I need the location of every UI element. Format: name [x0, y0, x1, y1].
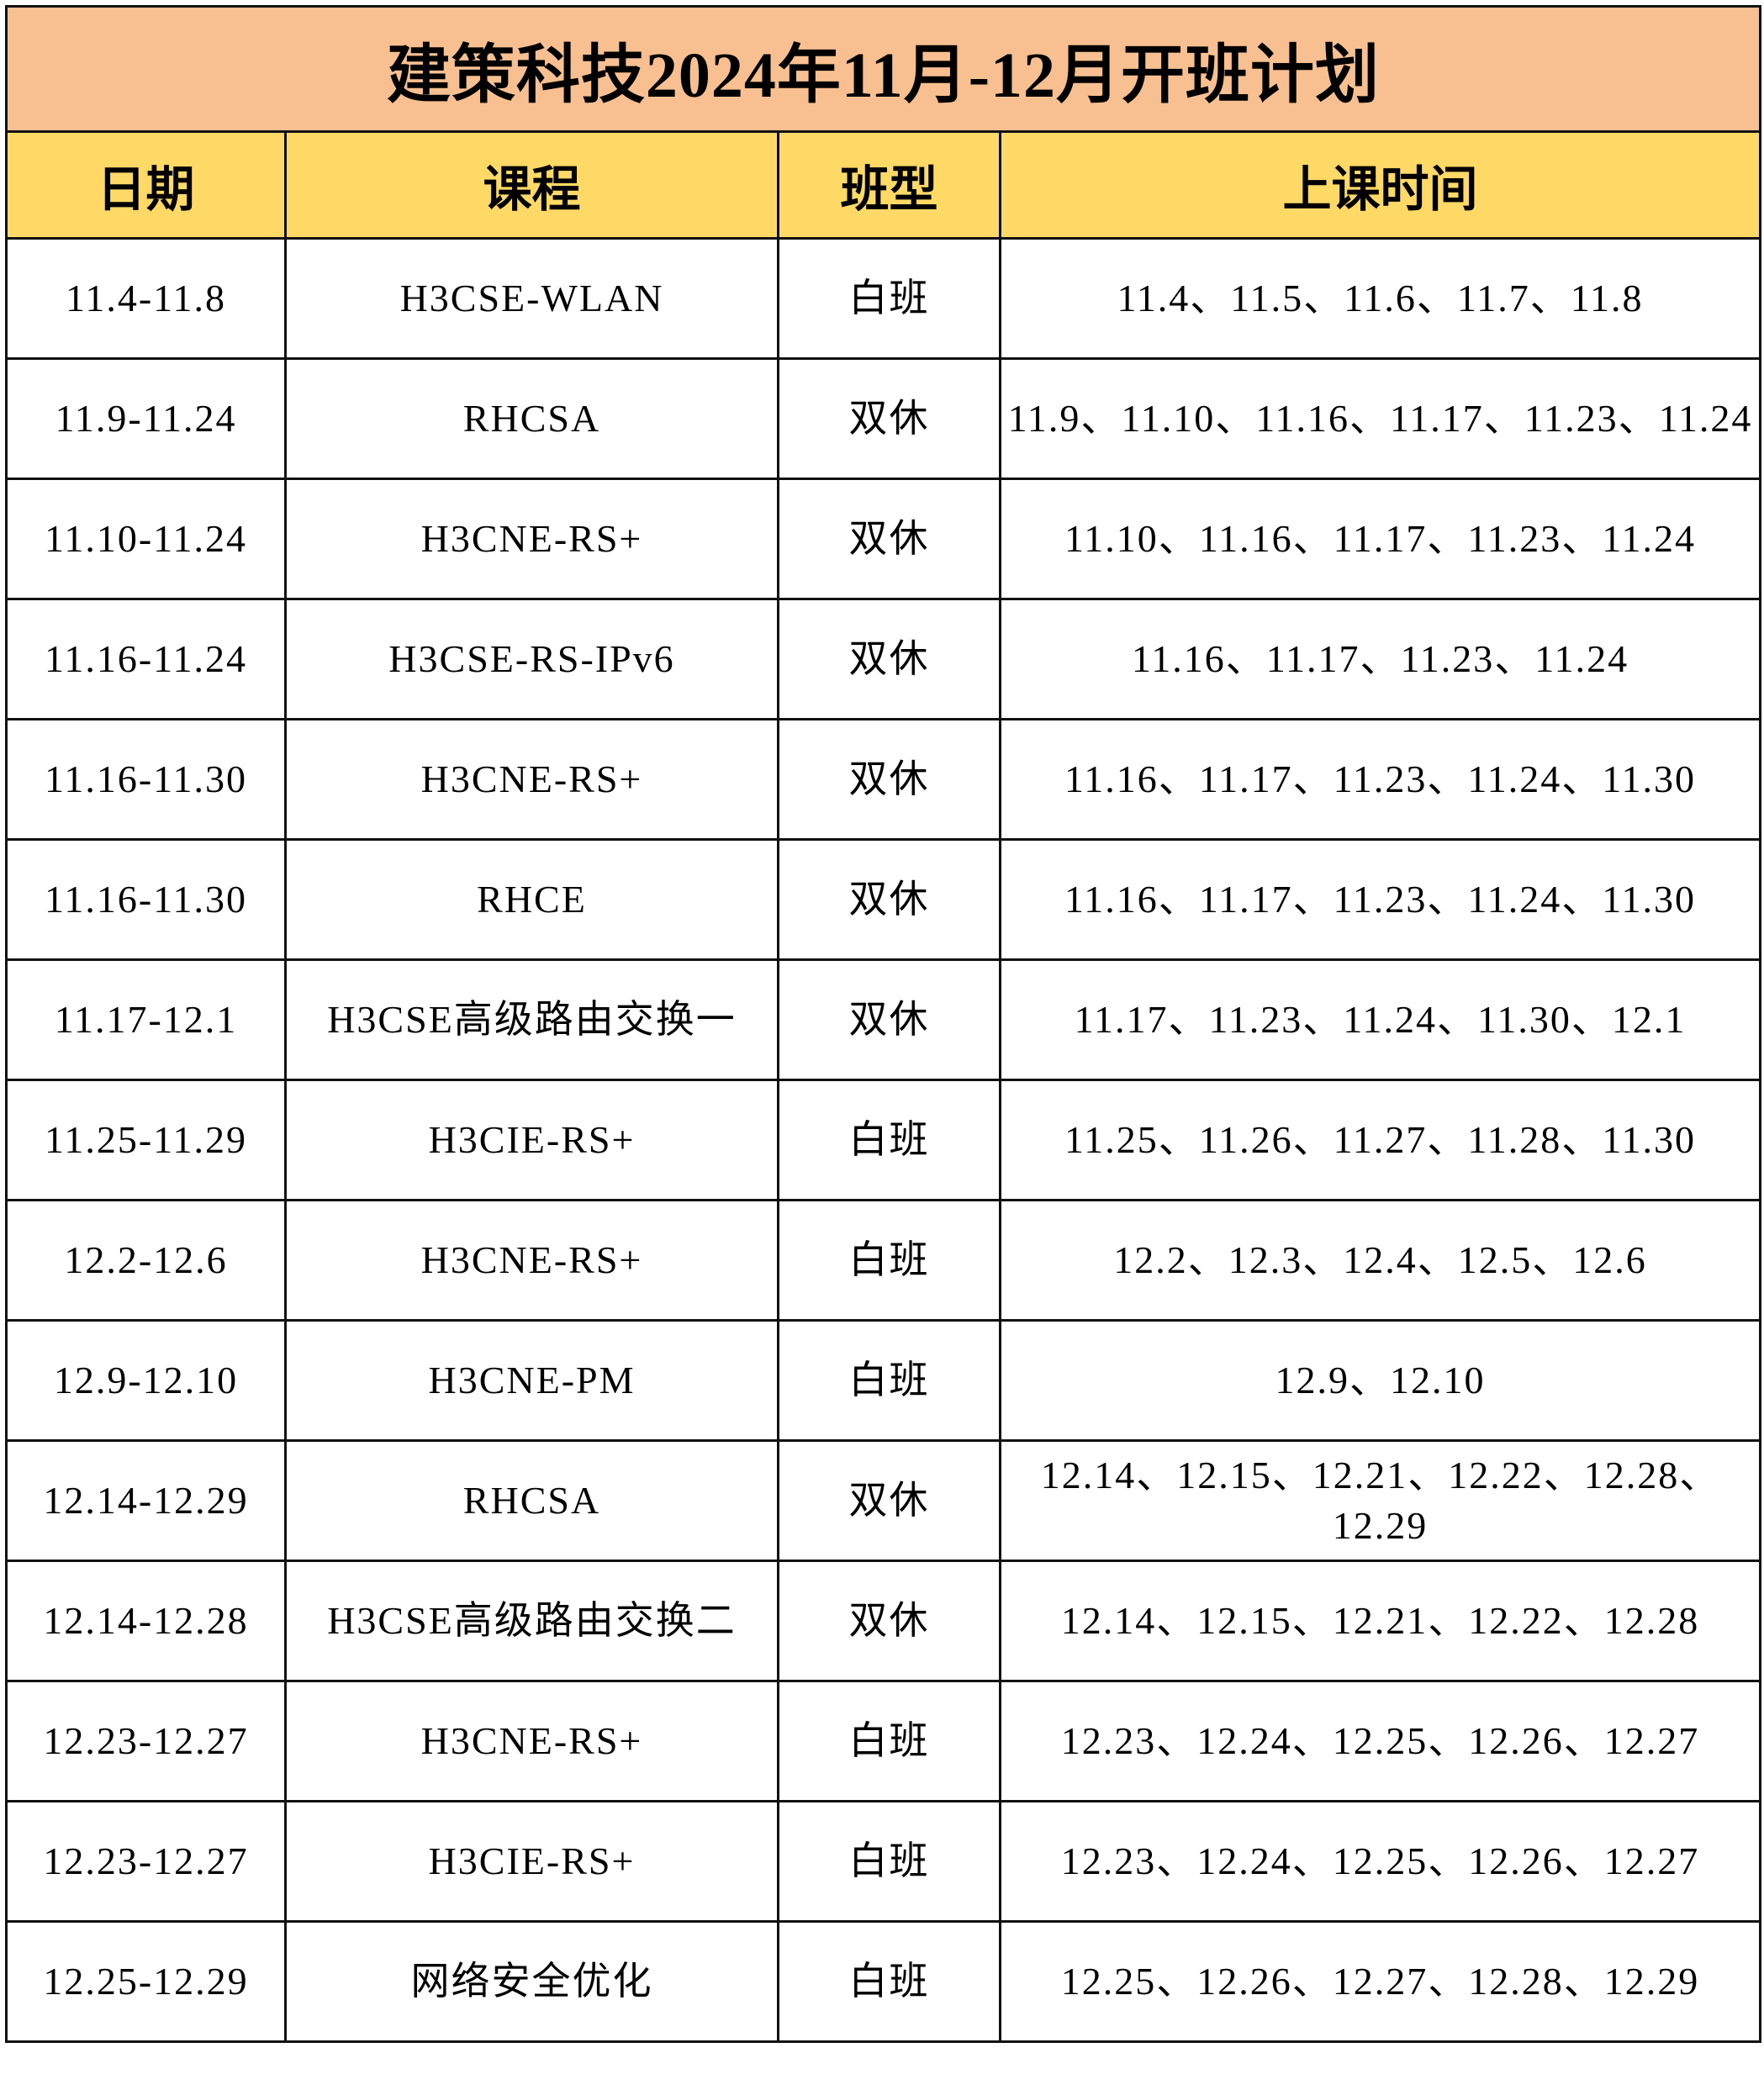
- header-class-times: 上课时间: [999, 130, 1761, 240]
- cell-course: H3CSE高级路由交换二: [284, 1560, 779, 1682]
- table-row: 11.9-11.24 RHCSA 双休 11.9、11.10、11.16、11.17、…: [5, 357, 1761, 480]
- cell-class-type: 白班: [777, 237, 1001, 360]
- cell-date: 11.4-11.8: [5, 237, 287, 360]
- schedule-table: 建策科技2024年11月-12月开班计划 日期 课程 班型 上课时间 11.4-…: [5, 5, 1761, 2043]
- cell-class-type: 白班: [777, 1680, 1001, 1802]
- cell-class-times: 12.23、12.24、12.25、12.26、12.27: [999, 1800, 1761, 1923]
- cell-date: 12.2-12.6: [5, 1199, 287, 1322]
- cell-class-times: 12.14、12.15、12.21、12.22、12.28、12.29: [999, 1439, 1761, 1562]
- cell-class-type: 双休: [777, 357, 1001, 480]
- cell-class-times: 11.10、11.16、11.17、11.23、11.24: [999, 478, 1761, 600]
- cell-course: H3CNE-RS+: [284, 1199, 779, 1322]
- cell-course: H3CSE-RS-IPv6: [284, 598, 779, 720]
- cell-class-type: 双休: [777, 718, 1001, 841]
- table-row: 12.23-12.27 H3CIE-RS+ 白班 12.23、12.24、12.25、…: [5, 1800, 1761, 1923]
- table-row: 11.16-11.30 RHCE 双休 11.16、11.17、11.23、11.24…: [5, 838, 1761, 961]
- cell-date: 12.23-12.27: [5, 1800, 287, 1923]
- cell-course: H3CNE-RS+: [284, 478, 779, 600]
- table-row: 11.16-11.24 H3CSE-RS-IPv6 双休 11.16、11.17、11…: [5, 598, 1761, 720]
- table-title: 建策科技2024年11月-12月开班计划: [5, 5, 1761, 133]
- cell-date: 11.25-11.29: [5, 1079, 287, 1201]
- cell-class-type: 白班: [777, 1920, 1001, 2043]
- table-row: 11.16-11.30 H3CNE-RS+ 双休 11.16、11.17、11.23、…: [5, 718, 1761, 841]
- header-row: 日期 课程 班型 上课时间: [5, 130, 1761, 240]
- table-row: 12.14-12.28 H3CSE高级路由交换二 双休 12.14、12.15、12.…: [5, 1560, 1761, 1682]
- cell-class-type: 白班: [777, 1199, 1001, 1322]
- title-row: 建策科技2024年11月-12月开班计划: [5, 5, 1761, 133]
- cell-course: 网络安全优化: [284, 1920, 779, 2043]
- cell-class-times: 11.4、11.5、11.6、11.7、11.8: [999, 237, 1761, 360]
- cell-date: 11.16-11.30: [5, 838, 287, 961]
- cell-date: 11.10-11.24: [5, 478, 287, 600]
- cell-class-type: 双休: [777, 1439, 1001, 1562]
- cell-date: 11.16-11.30: [5, 718, 287, 841]
- cell-course: H3CIE-RS+: [284, 1079, 779, 1201]
- cell-class-type: 白班: [777, 1079, 1001, 1201]
- cell-date: 12.14-12.29: [5, 1439, 287, 1562]
- header-course: 课程: [284, 130, 779, 240]
- table-row: 11.10-11.24 H3CNE-RS+ 双休 11.10、11.16、11.17、…: [5, 478, 1761, 600]
- cell-course: RHCE: [284, 838, 779, 961]
- cell-class-times: 11.9、11.10、11.16、11.17、11.23、11.24: [999, 357, 1761, 480]
- cell-course: RHCSA: [284, 357, 779, 480]
- cell-course: H3CSE-WLAN: [284, 237, 779, 360]
- cell-class-times: 11.25、11.26、11.27、11.28、11.30: [999, 1079, 1761, 1201]
- cell-date: 12.25-12.29: [5, 1920, 287, 2043]
- header-class-type: 班型: [777, 130, 1001, 240]
- cell-class-type: 白班: [777, 1319, 1001, 1442]
- cell-date: 11.16-11.24: [5, 598, 287, 720]
- cell-date: 11.9-11.24: [5, 357, 287, 480]
- cell-course: H3CSE高级路由交换一: [284, 958, 779, 1081]
- cell-class-type: 双休: [777, 958, 1001, 1081]
- header-date: 日期: [5, 130, 287, 240]
- cell-class-type: 白班: [777, 1800, 1001, 1923]
- cell-course: H3CNE-RS+: [284, 1680, 779, 1802]
- cell-date: 12.9-12.10: [5, 1319, 287, 1442]
- cell-date: 12.14-12.28: [5, 1560, 287, 1682]
- cell-class-times: 11.16、11.17、11.23、11.24: [999, 598, 1761, 720]
- cell-class-type: 双休: [777, 598, 1001, 720]
- cell-course: H3CNE-RS+: [284, 718, 779, 841]
- cell-class-times: 12.9、12.10: [999, 1319, 1761, 1442]
- table-row: 12.9-12.10 H3CNE-PM 白班 12.9、12.10: [5, 1319, 1761, 1442]
- table-row: 12.14-12.29 RHCSA 双休 12.14、12.15、12.21、12.2…: [5, 1439, 1761, 1562]
- table-row: 12.25-12.29 网络安全优化 白班 12.25、12.26、12.27、12.…: [5, 1920, 1761, 2043]
- table-row: 11.17-12.1 H3CSE高级路由交换一 双休 11.17、11.23、11.2…: [5, 958, 1761, 1081]
- cell-course: H3CIE-RS+: [284, 1800, 779, 1923]
- cell-date: 12.23-12.27: [5, 1680, 287, 1802]
- table-row: 11.4-11.8 H3CSE-WLAN 白班 11.4、11.5、11.6、11.7…: [5, 237, 1761, 360]
- cell-class-times: 12.14、12.15、12.21、12.22、12.28: [999, 1560, 1761, 1682]
- table-row: 11.25-11.29 H3CIE-RS+ 白班 11.25、11.26、11.27、…: [5, 1079, 1761, 1201]
- cell-class-type: 双休: [777, 1560, 1001, 1682]
- cell-class-times: 11.16、11.17、11.23、11.24、11.30: [999, 718, 1761, 841]
- cell-course: RHCSA: [284, 1439, 779, 1562]
- cell-class-times: 12.2、12.3、12.4、12.5、12.6: [999, 1199, 1761, 1322]
- table-row: 12.2-12.6 H3CNE-RS+ 白班 12.2、12.3、12.4、12.5、…: [5, 1199, 1761, 1322]
- table-row: 12.23-12.27 H3CNE-RS+ 白班 12.23、12.24、12.25、…: [5, 1680, 1761, 1802]
- cell-class-times: 12.25、12.26、12.27、12.28、12.29: [999, 1920, 1761, 2043]
- cell-class-times: 11.16、11.17、11.23、11.24、11.30: [999, 838, 1761, 961]
- cell-date: 11.17-12.1: [5, 958, 287, 1081]
- cell-course: H3CNE-PM: [284, 1319, 779, 1442]
- cell-class-type: 双休: [777, 838, 1001, 961]
- cell-class-times: 12.23、12.24、12.25、12.26、12.27: [999, 1680, 1761, 1802]
- cell-class-times: 11.17、11.23、11.24、11.30、12.1: [999, 958, 1761, 1081]
- cell-class-type: 双休: [777, 478, 1001, 600]
